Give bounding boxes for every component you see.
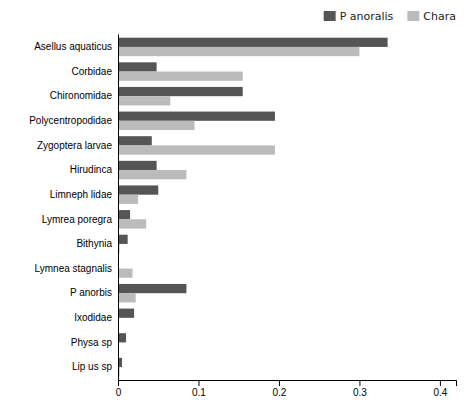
bar (118, 72, 243, 81)
bar (118, 62, 157, 71)
bars (118, 38, 388, 377)
bar (118, 309, 134, 318)
legend: P anoralis Chara (324, 10, 456, 23)
tick: 0.4 (433, 380, 447, 398)
bar (118, 219, 146, 228)
bar (118, 112, 275, 121)
series (118, 47, 359, 376)
legend-label: Chara (423, 10, 456, 23)
legend-item: P anoralis (324, 10, 394, 23)
bar (118, 185, 158, 194)
tick-label: Polycentropodidae (29, 115, 112, 126)
tick: Hirudinca (70, 164, 118, 175)
bar (118, 87, 243, 96)
tick: Corbidae (71, 66, 118, 77)
tick: Polycentropodidae (29, 115, 118, 126)
tick: Physa sp (71, 337, 118, 348)
tick-mark (440, 380, 441, 386)
legend-item: Chara (407, 10, 456, 23)
tick: 0 (116, 380, 122, 398)
axis-line (119, 381, 457, 387)
bar (118, 145, 275, 154)
tick: Bithynia (76, 238, 118, 249)
tick-label: Lymrea poregra (42, 214, 113, 225)
bar (118, 121, 194, 130)
bar (118, 38, 388, 47)
bar (118, 210, 130, 219)
bar (118, 96, 170, 105)
axis-line (118, 35, 119, 381)
plot: 0 0.1 0.2 0.3 0.4 Asellus aquaticus Corbidae Ch… (29, 35, 456, 399)
bar (118, 47, 359, 56)
bar (118, 161, 157, 170)
tick: Limneph lidae (50, 189, 118, 200)
tick-label: Asellus aquaticus (34, 41, 112, 52)
tick: 0.3 (353, 380, 367, 398)
bar (118, 269, 132, 278)
tick-label: 0.1 (192, 387, 206, 398)
tick: 0.1 (192, 380, 206, 398)
tick: Zygoptera larvae (37, 140, 118, 151)
tick: Ixodidae (74, 312, 118, 323)
tick-label: Lymnea stagnalis (35, 263, 112, 274)
tick-label: 0.4 (433, 387, 447, 398)
tick-mark (198, 380, 199, 386)
tick-label: Lip us sp (72, 361, 112, 372)
bar (118, 284, 186, 293)
legend-swatch (407, 11, 419, 21)
chart: 0 0.1 0.2 0.3 0.4 Asellus aquaticus Corbidae Ch… (0, 0, 476, 408)
tick: Lip us sp (72, 361, 118, 372)
tick-label: Bithynia (76, 238, 112, 249)
legend-label: P anoralis (340, 10, 394, 23)
x-axis: 0 0.1 0.2 0.3 0.4 (116, 380, 457, 398)
bar (118, 235, 128, 244)
tick: Lymrea poregra (42, 214, 118, 225)
tick-mark (359, 380, 360, 386)
legend-swatch (324, 11, 336, 21)
tick: 0.2 (272, 380, 286, 398)
tick-label: Ixodidae (74, 312, 112, 323)
bar (118, 170, 186, 179)
bar (118, 195, 138, 204)
tick-label: Hirudinca (70, 164, 113, 175)
bar (118, 293, 136, 302)
tick-mark (118, 380, 119, 386)
series (118, 38, 388, 367)
tick-label: Chironomidae (50, 90, 113, 101)
tick-label: 0.2 (272, 387, 286, 398)
tick: Asellus aquaticus (34, 41, 118, 52)
tick-label: 0.3 (353, 387, 367, 398)
y-axis: Asellus aquaticus Corbidae Chironomidae Pol… (29, 35, 118, 381)
tick: Chironomidae (50, 90, 118, 101)
tick-label: Corbidae (71, 66, 112, 77)
tick-label: 0 (116, 387, 122, 398)
tick-label: Limneph lidae (50, 189, 113, 200)
tick-mark (279, 380, 280, 386)
tick-label: P anorbis (70, 287, 112, 298)
tick: Lymnea stagnalis (35, 263, 118, 274)
tick: P anorbis (70, 287, 118, 298)
bar (118, 136, 152, 145)
tick-label: Physa sp (71, 337, 113, 348)
bar (118, 333, 126, 342)
tick-label: Zygoptera larvae (37, 140, 112, 151)
